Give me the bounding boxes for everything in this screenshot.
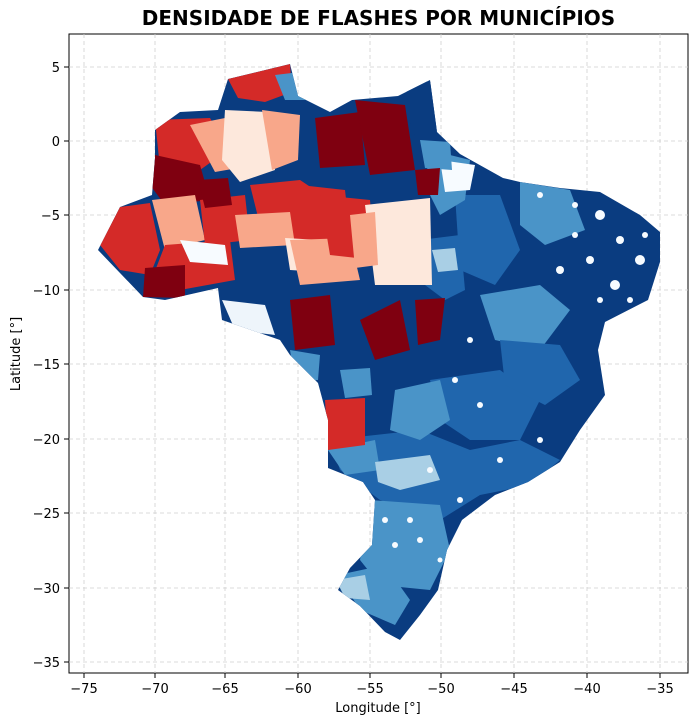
x-tick-label: −60 <box>284 682 311 697</box>
region-pa-darkred-east <box>415 168 440 195</box>
region-rs-west <box>336 575 370 600</box>
region-am-west-red <box>100 203 160 275</box>
region-mt-darkred-2 <box>360 300 410 360</box>
speckle <box>477 402 483 408</box>
x-tick-label: −75 <box>70 682 97 697</box>
y-tick-label: 0 <box>52 135 60 150</box>
speckle <box>452 377 458 383</box>
y-tick-label: −30 <box>33 582 60 597</box>
speckle <box>407 517 413 523</box>
x-tick-label: −35 <box>646 682 673 697</box>
speckle <box>467 337 473 343</box>
speckle <box>616 236 624 244</box>
region-am-south-darkred <box>143 265 185 298</box>
speckle <box>586 256 594 264</box>
x-tick-label: −45 <box>500 682 527 697</box>
region-northeast-speckles <box>382 192 648 563</box>
region-ap <box>405 80 440 135</box>
y-tick-label: −20 <box>33 433 60 448</box>
speckle <box>497 457 503 463</box>
region-mt-lightblue-2 <box>340 368 372 398</box>
speckle <box>572 232 578 238</box>
y-axis: 5 0 −5 −10 −15 −20 −25 −30 −35 Latitude … <box>9 61 69 671</box>
speckle <box>392 542 398 548</box>
y-tick-label: −35 <box>33 656 60 671</box>
region-go <box>390 380 450 440</box>
region-pi <box>455 195 520 285</box>
region-am-salmon-2 <box>262 110 300 170</box>
speckle <box>537 437 543 443</box>
region-am-north-darkred <box>150 155 210 205</box>
speckle <box>610 280 620 290</box>
speckle <box>556 266 564 274</box>
speckle <box>437 557 443 563</box>
region-to-light <box>432 248 458 272</box>
x-tick-label: −65 <box>211 682 238 697</box>
region-ms-south <box>328 440 380 475</box>
y-tick-label: −10 <box>33 284 60 299</box>
x-tick-label: −40 <box>573 682 600 697</box>
speckle <box>417 537 423 543</box>
region-pa-west-darkred <box>315 112 365 168</box>
speckle <box>627 297 633 303</box>
region-ms-red <box>325 398 365 450</box>
region-ba-1 <box>480 285 570 350</box>
y-axis-label: Latitude [°] <box>9 317 24 391</box>
region-sp <box>375 455 440 490</box>
region-ro-lightblue <box>180 240 228 265</box>
region-pa-east-lightpink <box>365 198 432 285</box>
region-pa-north-darkred <box>355 100 415 175</box>
speckle <box>595 210 605 220</box>
plot-frame <box>68 33 689 674</box>
speckle <box>382 517 388 523</box>
speckle <box>457 497 463 503</box>
region-mt-lightblue <box>290 350 320 382</box>
speckle <box>642 232 648 238</box>
y-tick-label: −15 <box>33 358 60 373</box>
speckle <box>427 467 433 473</box>
brazil-choropleth <box>98 64 660 640</box>
speckle <box>537 192 543 198</box>
region-am-lightpink <box>222 110 275 182</box>
region-am-west-salmon <box>152 195 205 250</box>
region-ba-2 <box>500 340 580 405</box>
region-mt-darkred-1 <box>290 295 335 350</box>
x-tick-label: −55 <box>356 682 383 697</box>
y-tick-label: 5 <box>52 61 60 76</box>
y-tick-label: −25 <box>33 507 60 522</box>
speckle <box>635 255 645 265</box>
speckle <box>597 297 603 303</box>
region-pa-east-salmon <box>350 212 378 268</box>
region-ce <box>520 182 585 245</box>
x-axis-label: Longitude [°] <box>335 701 420 716</box>
speckle <box>572 202 578 208</box>
region-am-central-salmon <box>235 212 295 248</box>
map-title: DENSIDADE DE FLASHES POR MUNICÍPIOS <box>141 6 616 30</box>
region-mt-darkred-3 <box>415 298 445 345</box>
region-pa-east-light <box>420 140 452 170</box>
y-tick-label: −5 <box>41 209 60 224</box>
x-axis: −75 −70 −65 −60 −55 −50 −45 −40 −35 Long… <box>70 673 674 716</box>
region-am-central-red <box>200 195 250 245</box>
region-am-central-darkred <box>198 178 232 208</box>
region-roraima-north <box>228 64 292 102</box>
region-southeast <box>330 430 560 520</box>
x-tick-label: −70 <box>141 682 168 697</box>
x-tick-label: −50 <box>427 682 454 697</box>
